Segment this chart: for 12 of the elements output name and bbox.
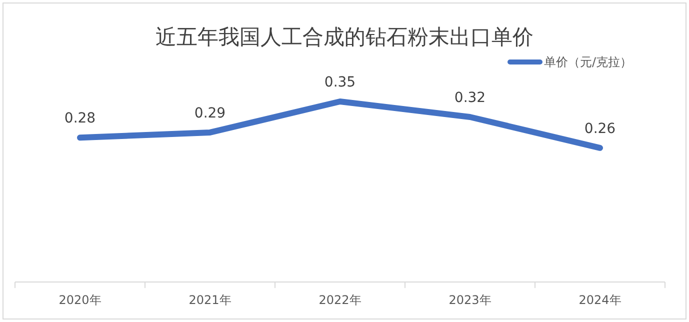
x-tick-label: 2020年 [58, 293, 102, 307]
data-label: 0.28 [64, 110, 96, 127]
x-tick-label: 2022年 [318, 293, 362, 307]
data-label: 0.32 [454, 90, 486, 106]
data-label: 0.35 [324, 74, 356, 91]
data-label: 0.26 [584, 120, 616, 137]
x-tick-label: 2021年 [188, 293, 232, 307]
data-label: 0.29 [194, 105, 226, 122]
legend-label: 单价（元/克拉） [544, 55, 632, 69]
x-tick-label: 2024年 [578, 293, 622, 307]
x-tick-label: 2023年 [448, 293, 492, 307]
chart-title: 近五年我国人工合成的钻石粉末出口单价 [156, 25, 534, 49]
